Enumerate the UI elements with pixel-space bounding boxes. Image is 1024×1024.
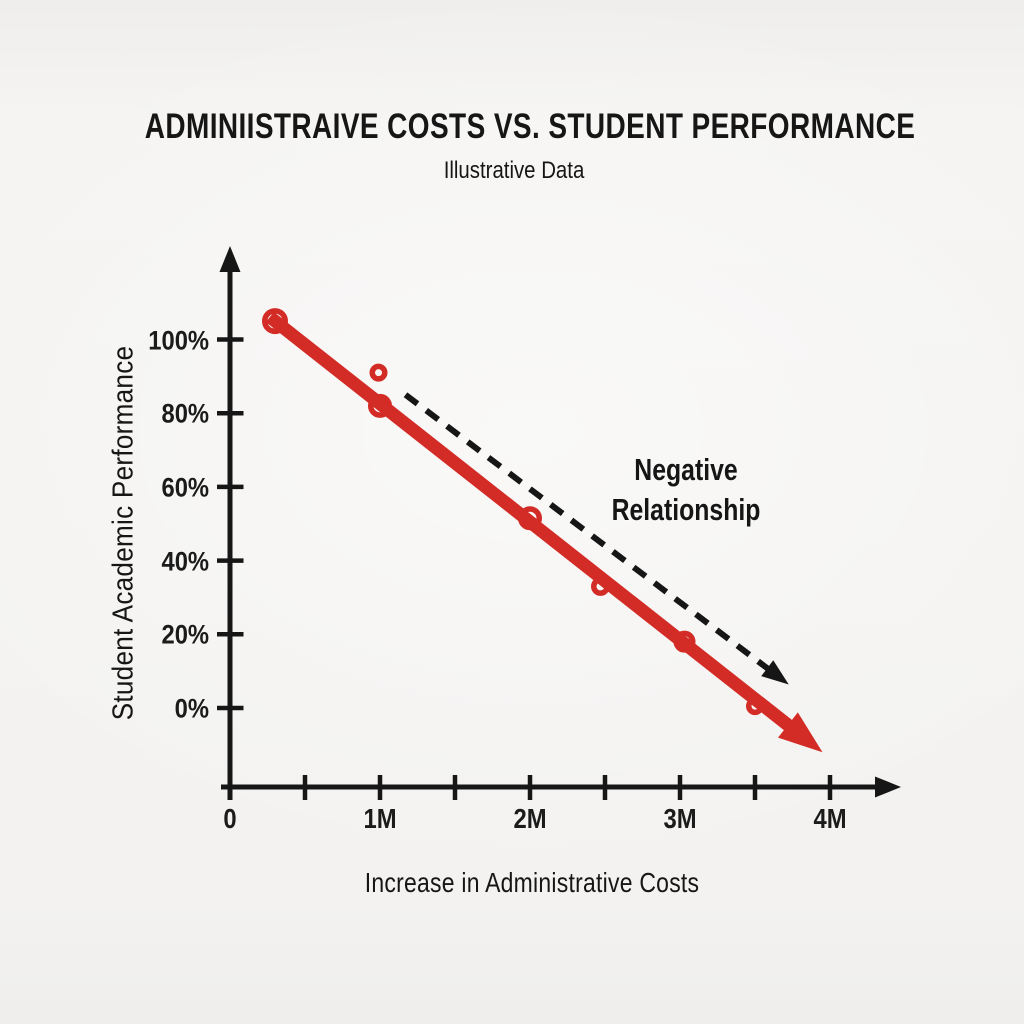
chart-title: ADMINIISTRAIVE COSTS VS. STUDENT PERFORM…	[144, 107, 916, 146]
y-tick-label: 80%	[161, 398, 209, 429]
chart-subtitle: Illustrative Data	[443, 157, 585, 184]
y-tick-label: 40%	[161, 546, 209, 577]
data-point	[369, 363, 388, 382]
annotation-line-2: Relationship	[611, 492, 761, 527]
x-axis-arrow-icon	[875, 776, 901, 798]
y-tick-label: 60%	[161, 472, 209, 503]
y-tick-label: 100%	[148, 325, 209, 355]
y-tick-label: 20%	[161, 619, 209, 650]
annotation-arrow-head-icon	[761, 660, 789, 685]
x-axis-label: Increase in Administrative Costs	[364, 867, 700, 898]
annotation-negative-relationship: Negative Relationship	[612, 450, 761, 530]
x-tick-label: 1M	[363, 803, 397, 834]
y-axis-arrow-icon	[219, 246, 241, 272]
x-tick-label: 0	[223, 803, 237, 834]
x-tick-label: 4M	[813, 803, 847, 834]
x-tick-label: 3M	[663, 803, 697, 834]
y-tick-label: 0%	[174, 693, 209, 724]
trend-line	[265, 311, 804, 740]
annotation-arrow	[403, 392, 778, 678]
trend-line-arrow-icon	[778, 712, 823, 753]
x-tick-label: 2M	[513, 803, 547, 834]
annotation-line-1: Negative	[634, 452, 738, 487]
